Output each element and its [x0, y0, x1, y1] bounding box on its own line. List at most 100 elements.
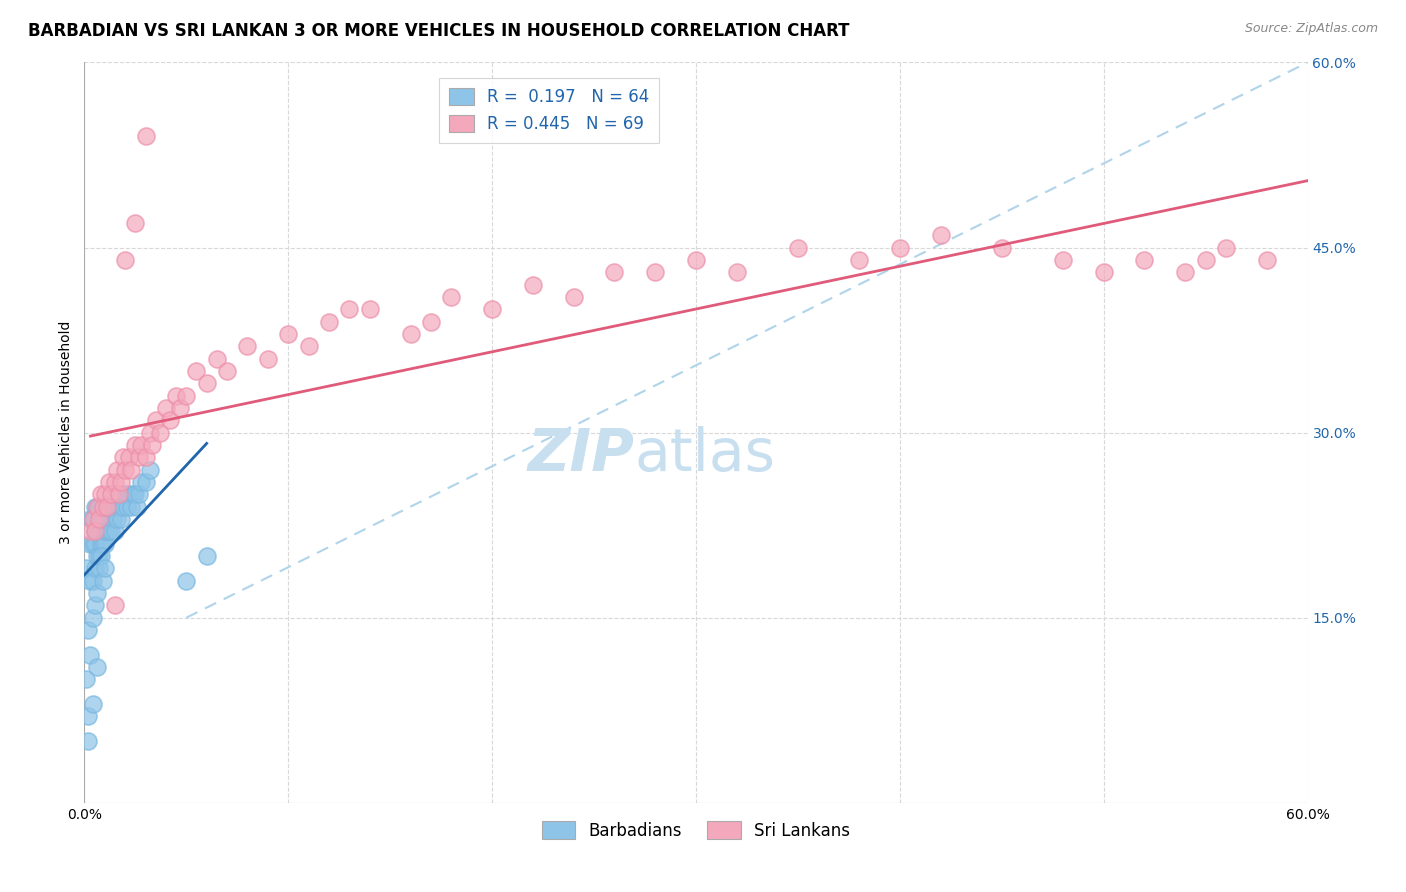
Point: [848, 252, 870, 267]
Point: [90, 487, 112, 501]
Point: [1195, 252, 1218, 267]
Point: [97, 524, 120, 539]
Point: [87, 549, 110, 563]
Point: [114, 252, 136, 267]
Point: [104, 524, 127, 539]
Point: [138, 425, 160, 440]
Point: [127, 500, 149, 514]
Point: [104, 500, 127, 514]
Point: [82, 536, 104, 550]
Point: [82, 574, 104, 588]
Point: [141, 438, 163, 452]
Point: [481, 302, 503, 317]
Point: [87, 500, 110, 514]
Point: [100, 487, 122, 501]
Point: [105, 512, 128, 526]
Text: ZIP: ZIP: [527, 426, 636, 483]
Point: [86, 500, 108, 514]
Point: [257, 351, 280, 366]
Point: [82, 512, 104, 526]
Text: atlas: atlas: [636, 426, 776, 483]
Point: [138, 462, 160, 476]
Point: [359, 302, 381, 317]
Point: [1256, 252, 1278, 267]
Point: [87, 561, 110, 575]
Point: [420, 314, 443, 328]
Point: [112, 450, 135, 465]
Point: [236, 339, 259, 353]
Point: [79, 574, 101, 588]
Point: [1052, 252, 1074, 267]
Point: [77, 734, 100, 748]
Point: [82, 512, 104, 526]
Point: [91, 574, 114, 588]
Point: [124, 438, 146, 452]
Point: [131, 475, 153, 489]
Text: Source: ZipAtlas.com: Source: ZipAtlas.com: [1244, 22, 1378, 36]
Point: [169, 401, 191, 415]
Point: [114, 462, 136, 476]
Point: [104, 599, 127, 613]
Point: [889, 240, 911, 255]
Point: [93, 500, 115, 514]
Point: [96, 500, 118, 514]
Point: [205, 351, 228, 366]
Point: [79, 536, 101, 550]
Point: [562, 290, 585, 304]
Point: [83, 561, 105, 575]
Point: [110, 512, 132, 526]
Point: [86, 524, 108, 539]
Point: [339, 302, 361, 317]
Point: [118, 487, 141, 501]
Point: [118, 450, 141, 465]
Point: [87, 512, 110, 526]
Point: [122, 487, 145, 501]
Point: [787, 240, 810, 255]
Point: [603, 265, 626, 279]
Point: [83, 599, 105, 613]
Point: [91, 512, 114, 526]
Point: [217, 364, 239, 378]
Point: [91, 536, 114, 550]
Point: [124, 216, 146, 230]
Point: [135, 475, 157, 489]
Point: [83, 524, 105, 539]
Legend: Barbadians, Sri Lankans: Barbadians, Sri Lankans: [536, 814, 856, 847]
Point: [165, 388, 187, 402]
Point: [75, 561, 97, 575]
Point: [135, 450, 157, 465]
Point: [725, 265, 748, 279]
Point: [93, 524, 115, 539]
Point: [186, 364, 208, 378]
Point: [82, 610, 104, 624]
Point: [96, 524, 118, 539]
Point: [159, 413, 181, 427]
Point: [90, 536, 112, 550]
Point: [135, 129, 157, 144]
Point: [100, 500, 122, 514]
Point: [83, 524, 105, 539]
Point: [195, 549, 218, 563]
Point: [96, 500, 118, 514]
Y-axis label: 3 or more Vehicles in Household: 3 or more Vehicles in Household: [59, 321, 73, 544]
Point: [100, 524, 122, 539]
Point: [1215, 240, 1237, 255]
Point: [104, 475, 127, 489]
Point: [644, 265, 666, 279]
Point: [522, 277, 544, 292]
Point: [86, 586, 108, 600]
Point: [90, 549, 112, 563]
Point: [1174, 265, 1197, 279]
Point: [929, 228, 952, 243]
Point: [174, 388, 197, 402]
Point: [128, 450, 150, 465]
Point: [685, 252, 707, 267]
Point: [108, 500, 131, 514]
Point: [440, 290, 463, 304]
Point: [77, 623, 100, 637]
Point: [115, 500, 138, 514]
Point: [1133, 252, 1156, 267]
Point: [82, 697, 104, 711]
Point: [87, 524, 110, 539]
Point: [108, 487, 131, 501]
